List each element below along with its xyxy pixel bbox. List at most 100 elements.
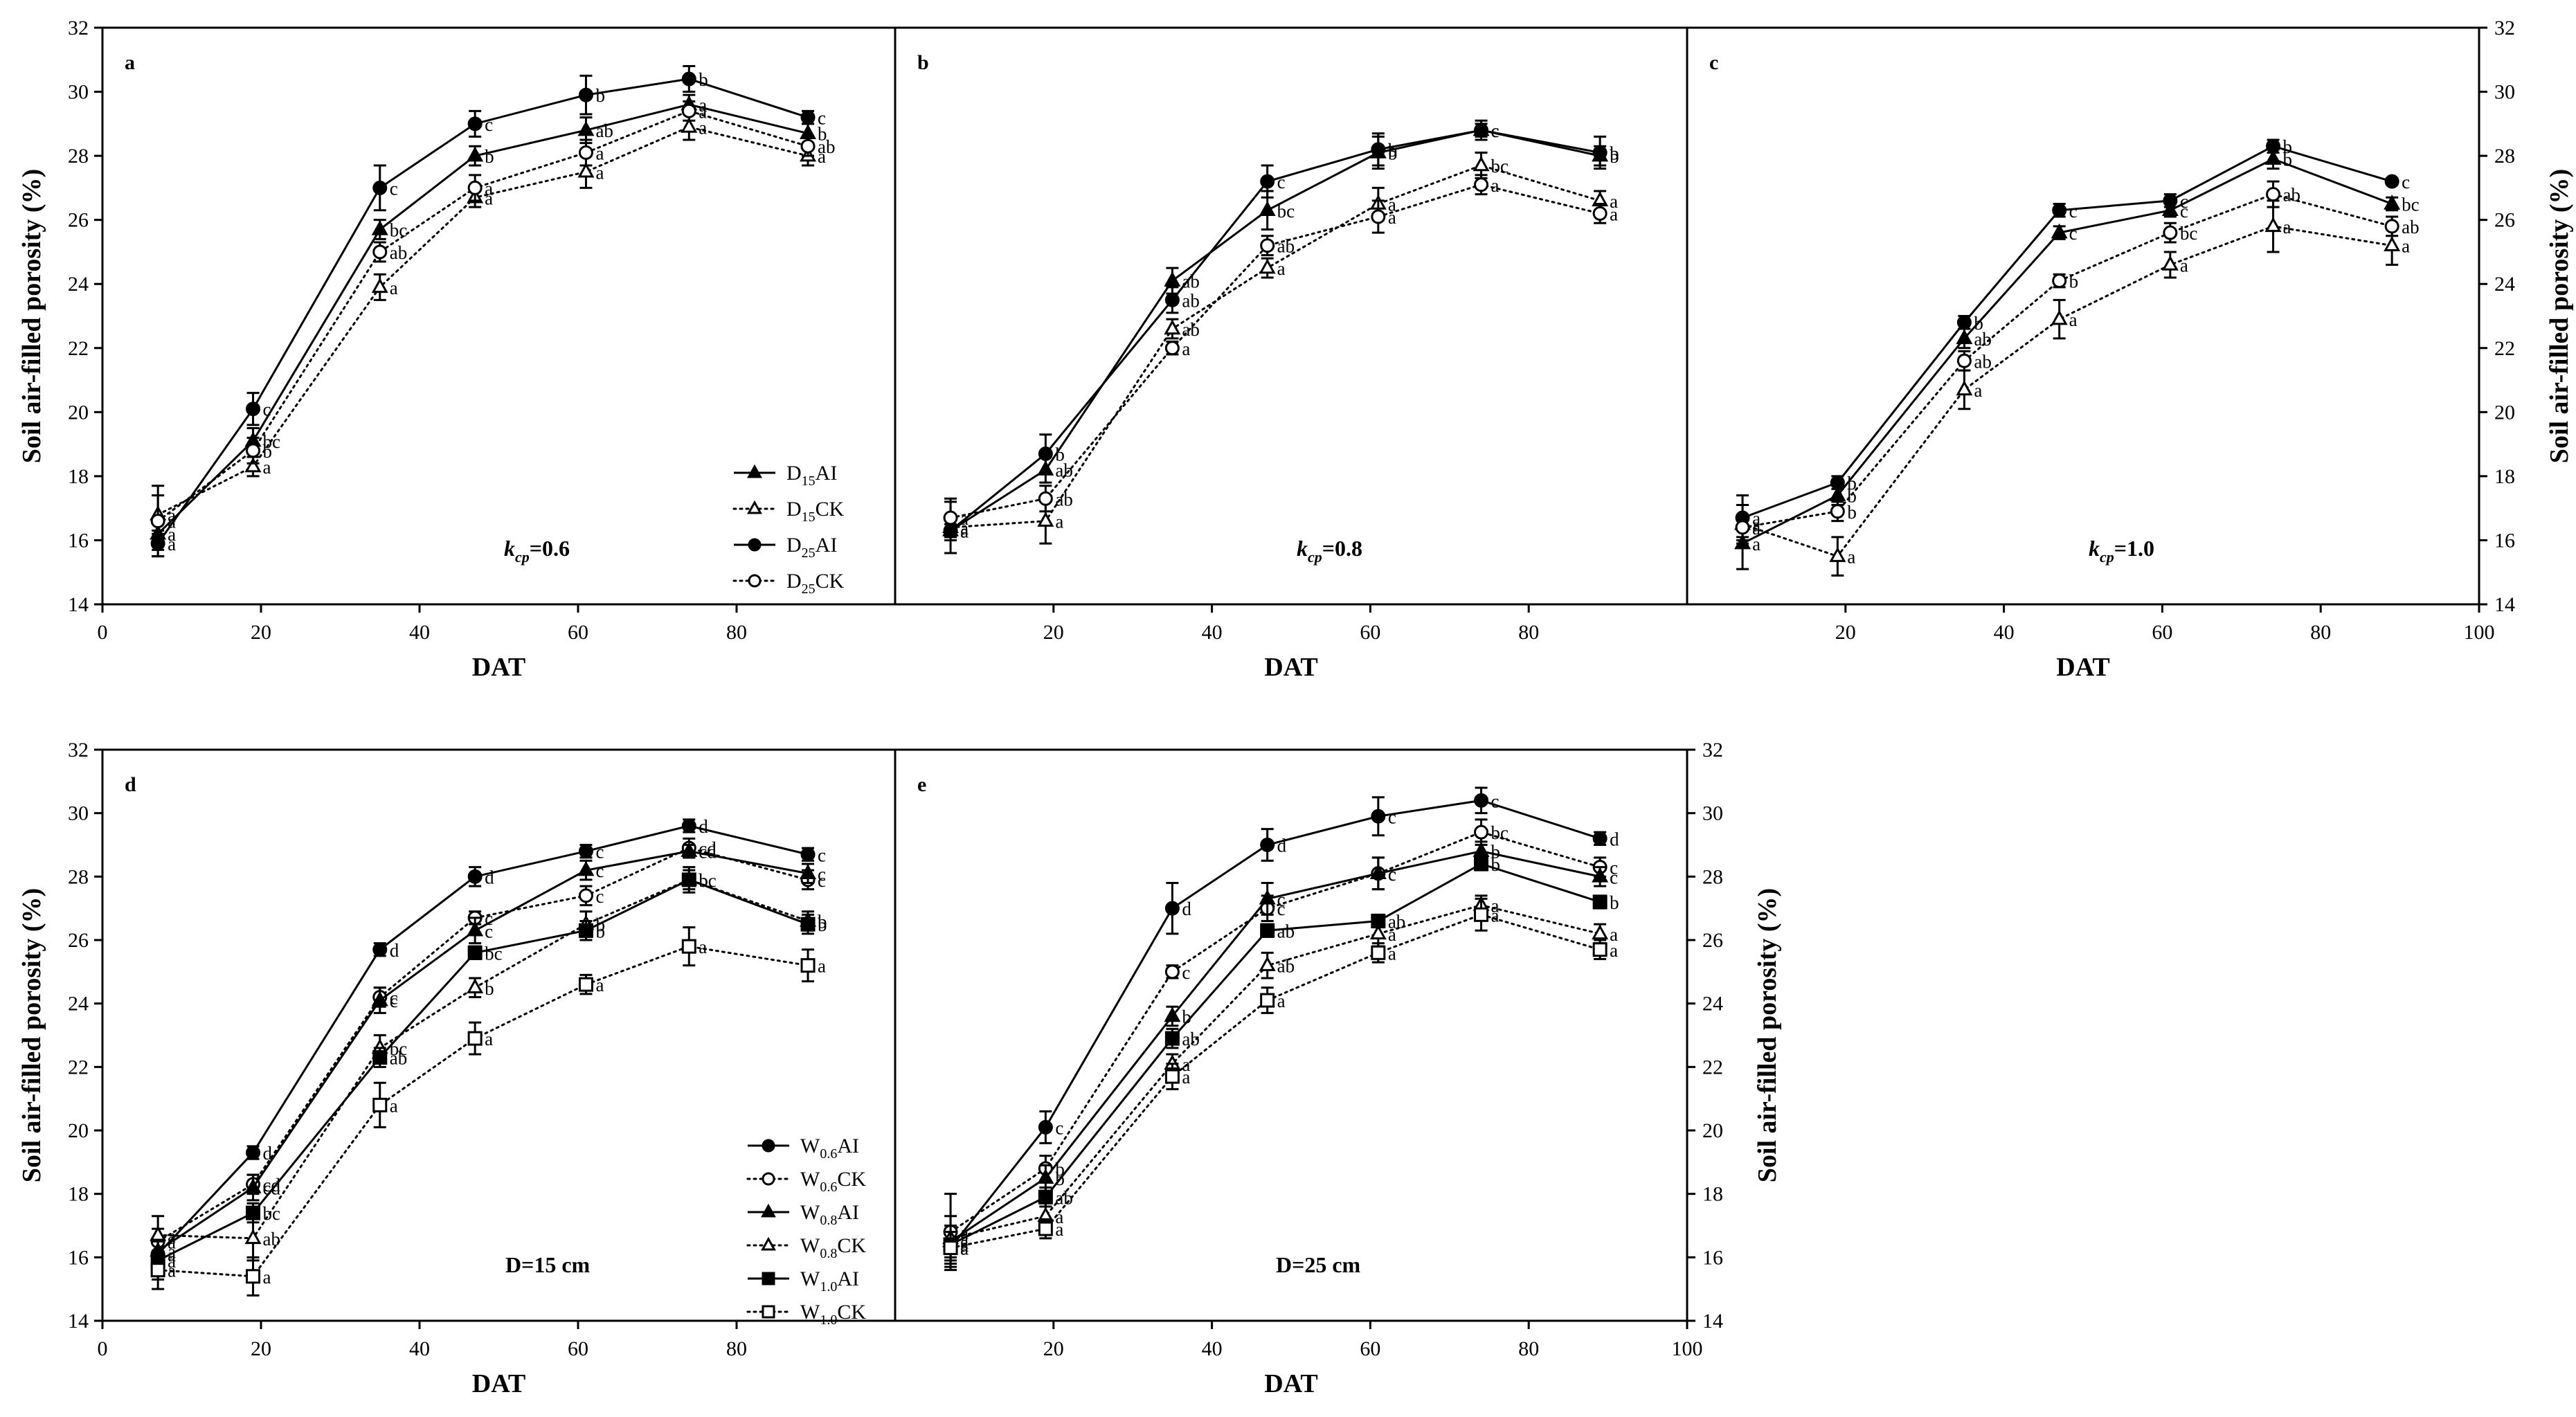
data-point xyxy=(246,401,261,417)
significance-letter: c xyxy=(1277,899,1286,919)
data-point xyxy=(1164,901,1180,916)
significance-letter: b xyxy=(1610,146,1619,167)
significance-letter: a xyxy=(1055,512,1063,532)
legend-label-main: D xyxy=(786,498,802,521)
x-tick-label: 60 xyxy=(1360,1337,1380,1360)
significance-letter: d xyxy=(1182,899,1191,919)
significance-letter: c xyxy=(1055,1117,1063,1138)
data-point xyxy=(1260,993,1275,1008)
significance-letter: ab xyxy=(390,242,407,263)
significance-letter: c xyxy=(2180,201,2188,222)
y-tick-label: 18 xyxy=(68,1183,89,1206)
significance-letter: bc xyxy=(485,943,503,964)
x-tick-label: 100 xyxy=(2464,621,2495,644)
significance-letter: a xyxy=(1491,896,1499,917)
data-point xyxy=(1260,174,1275,189)
significance-letter: a xyxy=(1610,924,1618,945)
data-point xyxy=(1038,1221,1053,1236)
data-point xyxy=(244,457,262,473)
legend-label-suffix: CK xyxy=(816,498,845,521)
y-tick-label: 28 xyxy=(68,865,89,888)
significance-letter: a xyxy=(699,95,707,116)
significance-letter: a xyxy=(168,1251,176,1272)
x-tick-label: 40 xyxy=(1202,621,1223,644)
y-tick-label: 14 xyxy=(68,593,89,616)
panel-label: e xyxy=(917,773,926,796)
data-point xyxy=(1164,1007,1181,1022)
data-point xyxy=(2384,236,2401,251)
legend-label-suffix: CK xyxy=(837,1168,866,1191)
legend-label: W1.0CK xyxy=(800,1301,866,1328)
legend-label: W0.8CK xyxy=(800,1234,866,1261)
data-point xyxy=(1956,329,1973,345)
y-tick-label: 14 xyxy=(2494,593,2515,616)
y-tick-label: 24 xyxy=(1702,993,1723,1016)
panel-a: 0 20 40 60 80 DAT 14 16 18 20 22 24 26 28 30 32 Soil air… xyxy=(17,17,897,682)
data-point xyxy=(681,71,696,87)
significance-letter: ab xyxy=(1974,351,1991,372)
x-axis-label: DAT xyxy=(1264,653,1317,682)
annotation-k: k xyxy=(504,536,515,561)
significance-letter: bc xyxy=(2402,195,2420,215)
data-point xyxy=(1371,914,1386,928)
data-point xyxy=(1164,964,1180,980)
significance-letter: b xyxy=(1055,444,1065,464)
significance-letter: b xyxy=(1491,842,1501,863)
annotation-equals: = xyxy=(1322,536,1335,561)
significance-letter: c xyxy=(390,178,398,199)
data-point xyxy=(578,977,593,992)
data-point xyxy=(1474,793,1489,808)
x-tick-label: 80 xyxy=(1518,621,1539,644)
data-point xyxy=(1592,942,1607,957)
data-point xyxy=(1829,547,1846,562)
data-point xyxy=(1038,1189,1053,1204)
legend-label-sub: 0.8 xyxy=(820,1213,837,1228)
y-tick-label: 14 xyxy=(68,1310,89,1333)
plot-frame xyxy=(894,748,1688,1322)
legend-label-suffix: AI xyxy=(837,1267,859,1290)
legend-label-sub: 0.6 xyxy=(820,1180,837,1195)
significance-letter: bc xyxy=(1491,156,1509,177)
data-point xyxy=(1829,486,1846,501)
legend-item: D25AI xyxy=(734,534,837,561)
data-point xyxy=(467,116,483,132)
panel-annotation: kcp=0.8 xyxy=(1297,536,1362,566)
data-point xyxy=(578,145,593,160)
x-tick-label: 60 xyxy=(568,621,588,644)
significance-letter: a xyxy=(2069,309,2078,330)
significance-letter: c xyxy=(595,860,604,881)
x-tick-label: 60 xyxy=(1360,621,1380,644)
data-point xyxy=(1956,353,1972,368)
legend-item: W1.0AI xyxy=(748,1267,859,1294)
data-point xyxy=(372,1097,388,1112)
panel-annotation: D=25 cm xyxy=(1276,1252,1361,1277)
data-point xyxy=(1259,201,1276,217)
panel-label: b xyxy=(917,51,929,74)
significance-letter: ab xyxy=(1388,912,1405,932)
data-point xyxy=(1259,889,1276,905)
plot-frame xyxy=(101,748,897,1322)
significance-letter: a xyxy=(960,508,969,529)
significance-letter: c xyxy=(1610,858,1618,878)
significance-letter: a xyxy=(699,117,707,138)
legend-label: W0.6AI xyxy=(800,1135,859,1162)
significance-letter: a xyxy=(960,1238,969,1259)
significance-letter: a xyxy=(1182,339,1190,359)
data-point xyxy=(1371,209,1386,224)
data-point xyxy=(1371,945,1386,960)
legend-label-suffix: CK xyxy=(837,1234,866,1257)
significance-letter: a xyxy=(1388,943,1396,964)
data-point xyxy=(467,945,483,960)
data-point xyxy=(2051,223,2068,239)
y-tick-label: 20 xyxy=(1702,1119,1723,1142)
significance-letter: a xyxy=(168,1261,176,1281)
plot-frame xyxy=(1686,26,2480,606)
legend-label-suffix: AI xyxy=(816,462,838,485)
significance-letter: d xyxy=(1277,836,1287,856)
legend-item: D15CK xyxy=(732,498,845,525)
